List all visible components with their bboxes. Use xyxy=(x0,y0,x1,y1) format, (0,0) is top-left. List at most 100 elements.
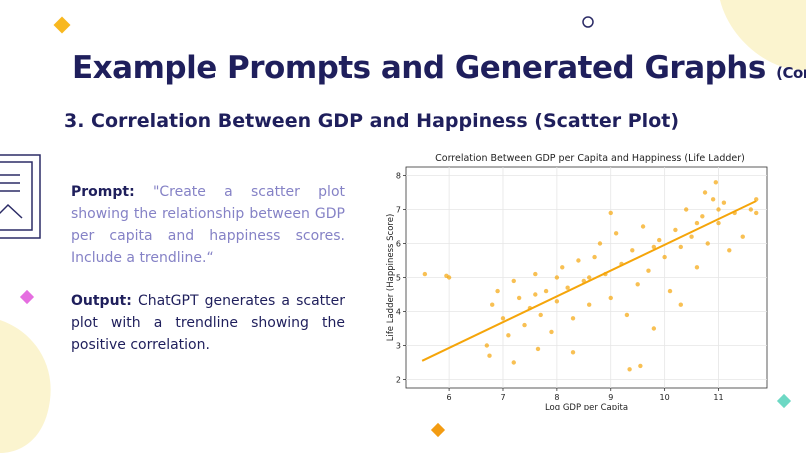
point xyxy=(678,244,683,250)
point xyxy=(560,265,565,270)
y-tick-label: 3 xyxy=(396,342,401,351)
x-tick-label: 7 xyxy=(500,393,505,402)
circle xyxy=(582,16,594,28)
point xyxy=(506,333,511,338)
point xyxy=(554,299,560,304)
point xyxy=(533,271,538,277)
point xyxy=(748,207,754,212)
diamond xyxy=(19,289,35,305)
point xyxy=(700,214,705,219)
point xyxy=(651,244,657,250)
x-axis-label: Log GDP per Capita xyxy=(545,403,628,410)
point xyxy=(576,258,581,263)
x-tick-label: 6 xyxy=(447,393,452,402)
point xyxy=(624,312,630,318)
point xyxy=(754,197,759,202)
point xyxy=(570,350,576,355)
point xyxy=(740,234,745,239)
blob xyxy=(720,0,806,71)
point xyxy=(490,302,495,307)
point xyxy=(640,224,646,229)
point xyxy=(446,275,452,280)
x-tick-label: 11 xyxy=(713,393,723,402)
point xyxy=(646,268,651,273)
point xyxy=(627,367,632,372)
point xyxy=(570,316,576,321)
y-tick-label: 4 xyxy=(396,308,401,317)
point xyxy=(713,180,719,185)
y-axis-label: Life Ladder (Happiness Score) xyxy=(386,214,396,342)
point xyxy=(592,254,597,260)
point xyxy=(538,312,543,318)
point xyxy=(662,254,667,260)
point xyxy=(635,282,640,287)
prompt-paragraph: Prompt: "Create a scatter plot showing t… xyxy=(71,181,345,269)
point xyxy=(694,220,700,226)
x-tick-label: 9 xyxy=(608,393,613,402)
trendline xyxy=(421,200,757,362)
point xyxy=(638,363,643,369)
point xyxy=(500,316,506,321)
point xyxy=(721,200,727,205)
chart: Correlation Between GDP per Capita and H… xyxy=(386,153,768,410)
point xyxy=(543,288,549,294)
point xyxy=(565,285,570,290)
point xyxy=(608,210,613,216)
point xyxy=(586,275,592,280)
point xyxy=(597,241,603,246)
y-tick-label: 8 xyxy=(396,172,401,181)
point xyxy=(516,295,522,301)
title-text: Example Prompts and Generated Graphs xyxy=(72,50,766,86)
point xyxy=(683,207,689,212)
point xyxy=(667,288,673,294)
x-tick-label: 8 xyxy=(554,393,559,402)
prompt-label: Prompt: xyxy=(71,184,135,200)
point xyxy=(554,275,560,280)
point xyxy=(702,190,708,195)
heading: 3. Correlation Between GDP and Happiness… xyxy=(64,110,680,132)
point xyxy=(422,271,428,277)
point xyxy=(630,248,635,253)
point xyxy=(511,360,516,365)
point xyxy=(613,231,619,236)
point xyxy=(657,237,662,243)
point xyxy=(727,248,732,253)
diamond xyxy=(776,393,792,409)
point xyxy=(522,322,527,328)
diamond xyxy=(430,422,446,438)
point xyxy=(651,326,657,331)
blob xyxy=(0,320,51,453)
point xyxy=(495,288,500,294)
y-tick-label: 2 xyxy=(396,376,401,385)
point xyxy=(716,220,721,226)
point xyxy=(608,295,613,301)
output-label: Output: xyxy=(71,293,132,309)
document-icon xyxy=(0,154,41,239)
output-paragraph: Output: ChatGPT generates a scatter plot… xyxy=(71,290,345,356)
chart-title: Correlation Between GDP per Capita and H… xyxy=(435,153,745,164)
point xyxy=(694,265,700,270)
point xyxy=(484,343,490,348)
title-suffix: (Continued) xyxy=(776,64,806,82)
y-tick-label: 5 xyxy=(396,274,401,283)
point xyxy=(705,241,710,246)
point xyxy=(716,207,721,212)
point xyxy=(549,329,554,335)
point xyxy=(710,197,716,202)
slide-title: Example Prompts and Generated Graphs (Co… xyxy=(72,50,806,86)
y-tick-label: 7 xyxy=(396,206,401,215)
point xyxy=(678,302,683,307)
point xyxy=(689,234,694,239)
point xyxy=(533,292,538,297)
output-text: ChatGPT generates a scatter plot with a … xyxy=(71,293,346,353)
point xyxy=(487,353,492,358)
diamond xyxy=(53,16,71,34)
point xyxy=(535,346,541,352)
point xyxy=(586,302,592,307)
point xyxy=(754,210,759,216)
point xyxy=(673,227,678,233)
point xyxy=(511,278,516,284)
x-tick-label: 10 xyxy=(660,393,670,402)
